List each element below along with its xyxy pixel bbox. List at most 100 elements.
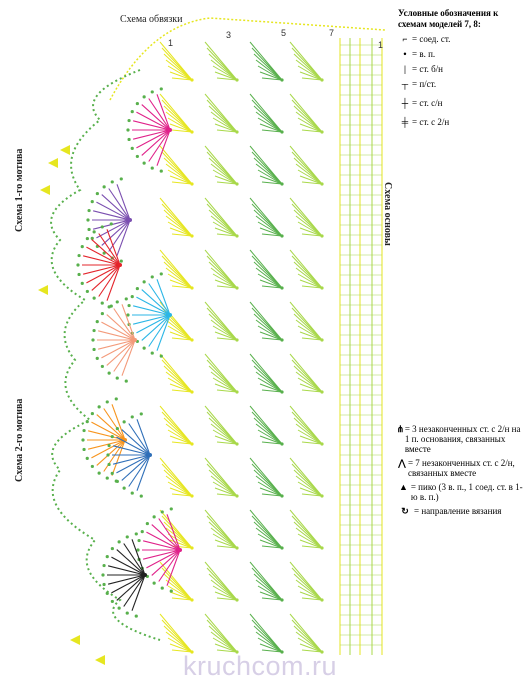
motif-stitch — [97, 330, 136, 341]
motif-stitch — [136, 454, 151, 491]
stitch-line — [167, 377, 193, 393]
stitch-line — [214, 539, 238, 549]
stitch-line — [261, 545, 283, 549]
motif-chain-dot — [105, 476, 109, 480]
stitch-line — [297, 533, 323, 549]
stitch-line — [291, 619, 323, 653]
stitch-line — [291, 463, 323, 497]
stitch-fan — [204, 93, 239, 134]
motif-stitch — [98, 233, 121, 266]
stitch-line — [301, 597, 323, 601]
motif-stitch — [116, 436, 151, 456]
chain-dot — [280, 338, 284, 342]
stitch-fan — [159, 41, 194, 82]
motif-chain-dot — [87, 227, 91, 232]
stitch-line — [261, 233, 283, 237]
stitch-fan — [249, 197, 284, 238]
chain-dot — [190, 182, 194, 186]
stitch-line — [293, 417, 323, 445]
stitch-line — [161, 463, 193, 497]
motif-chain-dot — [119, 259, 123, 263]
stitch-line — [165, 631, 193, 653]
stitch-line — [214, 175, 238, 185]
stitch-line — [216, 285, 238, 289]
motif-stitch — [166, 514, 181, 551]
motif-chain-dot — [95, 356, 99, 361]
stitch-line — [210, 59, 238, 81]
stitch-line — [161, 99, 193, 133]
motif-chain-dot — [105, 400, 109, 404]
motif-chain-dot — [82, 447, 86, 452]
motif-chain-dot — [80, 244, 84, 249]
stitch-line — [251, 255, 283, 289]
stitch-fan — [159, 561, 194, 602]
stitch-line — [206, 463, 238, 497]
stitch-fan — [204, 145, 239, 186]
stitch-line — [259, 331, 283, 341]
stitch-line — [214, 123, 238, 133]
motif-stitch — [101, 339, 136, 359]
stitch-line — [257, 585, 283, 601]
stitch-line — [206, 99, 238, 133]
motif-stitch — [96, 219, 131, 239]
stitch-fan — [204, 457, 239, 498]
stitch-line — [251, 619, 283, 653]
motif-chain-dot — [107, 371, 111, 375]
stitch-fan — [249, 145, 284, 186]
motif-stitch — [148, 314, 171, 347]
motif-chain-dot — [110, 434, 114, 439]
stitch-line — [210, 111, 238, 133]
stitch-line — [251, 359, 283, 393]
motif-stitch — [132, 314, 171, 325]
motif-chain-dot — [130, 294, 134, 299]
stitch-line — [299, 279, 323, 289]
chain-dot — [320, 442, 324, 446]
stitch-line — [216, 337, 238, 341]
motif-chain-dot — [114, 397, 118, 401]
stitch-fan — [159, 93, 194, 134]
legend-item: ┼ = ст. с/н — [398, 98, 526, 109]
motif-stitch — [111, 574, 146, 594]
stitch-line — [210, 319, 238, 341]
motif-chain-dot — [139, 494, 143, 498]
stitch-line — [163, 625, 193, 653]
stitch-line — [206, 151, 238, 185]
treble-crochet-icon: ╪ — [401, 117, 409, 127]
stitch-line — [163, 365, 193, 393]
stitch-line — [171, 493, 193, 497]
chain-dot — [280, 78, 284, 82]
stitch-line — [301, 545, 323, 549]
stitch-line — [216, 181, 238, 185]
stitch-fan — [204, 613, 239, 654]
stitch-line — [214, 227, 238, 237]
motif-stitch — [141, 289, 171, 316]
stitch-line — [253, 469, 283, 497]
stitch-line — [295, 631, 323, 653]
motif-chain-dot — [130, 491, 134, 495]
stitch-line — [257, 429, 283, 445]
motif-chain-dot — [159, 169, 163, 173]
stitch-line — [216, 597, 238, 601]
motif-chain-dot — [137, 538, 141, 543]
legend-item: ╪ = ст. с 2/н — [398, 117, 526, 128]
stitch-line — [165, 371, 193, 393]
stitch-line — [293, 469, 323, 497]
picot-icon — [40, 185, 50, 195]
stitch-line — [206, 47, 238, 81]
stitch-line — [293, 209, 323, 237]
motif-chain-dot — [92, 347, 96, 352]
base-fans — [159, 41, 324, 654]
motif-center-dot — [118, 263, 122, 267]
motif-center-dot — [168, 313, 172, 317]
stitch-line — [291, 203, 323, 237]
picot-icon — [70, 635, 80, 645]
motif-chain-dot — [92, 230, 96, 234]
stitch-line — [214, 331, 238, 341]
motif-stitch — [116, 574, 146, 601]
motif-chain-dot — [169, 589, 173, 593]
stitch-line — [214, 643, 238, 653]
stitch-line — [295, 475, 323, 497]
stitch-line — [261, 389, 283, 393]
motif-fan — [136, 507, 182, 593]
motif-stitch — [146, 531, 181, 551]
